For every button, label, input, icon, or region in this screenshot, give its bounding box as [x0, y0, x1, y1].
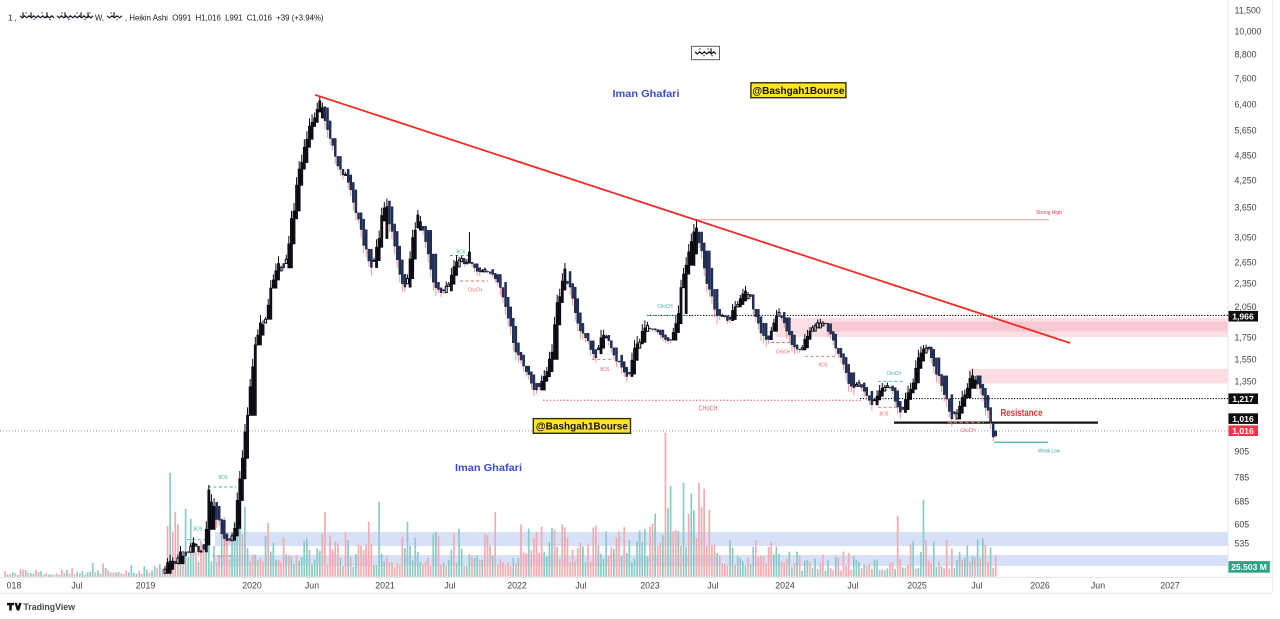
svg-text:25.503 M: 25.503 M: [1231, 562, 1267, 572]
svg-text:1,016: 1,016: [1232, 414, 1254, 424]
svg-text:605: 605: [1235, 519, 1250, 529]
svg-text:BOS: BOS: [601, 367, 611, 373]
svg-text:CHoCH: CHoCH: [699, 404, 718, 413]
svg-text:8,800: 8,800: [1235, 49, 1257, 59]
svg-text:7,600: 7,600: [1235, 73, 1257, 83]
svg-text:TradingView: TradingView: [23, 602, 75, 612]
svg-text:BOS: BOS: [194, 527, 204, 533]
svg-text:4,850: 4,850: [1235, 150, 1257, 160]
svg-text:Jun: Jun: [305, 581, 319, 591]
svg-text:1,966: 1,966: [1232, 311, 1254, 321]
svg-text:3,050: 3,050: [1235, 232, 1257, 242]
svg-text:ChoCH: ChoCH: [887, 371, 902, 377]
svg-text:2025: 2025: [907, 581, 927, 591]
svg-text:3,650: 3,650: [1235, 202, 1257, 212]
svg-text:Iman Ghafari: Iman Ghafari: [455, 462, 522, 474]
svg-text:6,400: 6,400: [1235, 99, 1257, 109]
svg-text:Jul: Jul: [575, 581, 586, 591]
svg-text:CHoCH: CHoCH: [776, 350, 790, 356]
svg-text:@Bashgah1Bourse: @Bashgah1Bourse: [752, 86, 844, 97]
svg-text:1 ,: 1 ,: [8, 14, 17, 23]
svg-text:Weak Low: Weak Low: [1038, 448, 1061, 454]
svg-text:2019: 2019: [136, 581, 156, 591]
svg-text:1,750: 1,750: [1235, 332, 1257, 342]
svg-text:BOS: BOS: [457, 250, 467, 256]
svg-text:Strong High: Strong High: [1036, 210, 1062, 216]
svg-text:Jul: Jul: [971, 581, 982, 591]
svg-text:2023: 2023: [640, 581, 660, 591]
svg-text:Jul: Jul: [444, 581, 455, 591]
svg-text:BOS: BOS: [219, 475, 229, 481]
svg-text:Jul: Jul: [707, 581, 718, 591]
svg-text:1,550: 1,550: [1235, 354, 1257, 364]
svg-text:, Heikin Ashi O991 H1,016 L: , Heikin Ashi O991 H1,016 L991 C1,016 +3…: [125, 14, 324, 23]
svg-text:Jul: Jul: [71, 581, 82, 591]
svg-text:2022: 2022: [507, 581, 527, 591]
svg-text:785: 785: [1235, 472, 1250, 482]
svg-text:1,016: 1,016: [1232, 426, 1254, 436]
svg-text:535: 535: [1235, 538, 1250, 548]
svg-text:Jul: Jul: [847, 581, 858, 591]
svg-text:ChoCH: ChoCH: [961, 428, 976, 434]
svg-text:BOS: BOS: [880, 412, 890, 418]
svg-text:018: 018: [7, 581, 22, 591]
svg-text:2026: 2026: [1030, 581, 1050, 591]
svg-text:1,217: 1,217: [1232, 394, 1254, 404]
svg-text:@Bashgah1Bourse: @Bashgah1Bourse: [536, 422, 628, 433]
svg-text:905: 905: [1235, 446, 1250, 456]
svg-text:ChoCH: ChoCH: [658, 304, 673, 310]
svg-text:BOS: BOS: [819, 363, 829, 369]
svg-text:2021: 2021: [375, 581, 395, 591]
svg-text:2020: 2020: [242, 581, 262, 591]
svg-text:Jun: Jun: [1091, 581, 1105, 591]
svg-text:11,500: 11,500: [1235, 5, 1261, 15]
svg-text:4,250: 4,250: [1235, 175, 1257, 185]
svg-text:2,350: 2,350: [1235, 278, 1257, 288]
svg-text:1,350: 1,350: [1235, 376, 1257, 386]
svg-text:Resistance: Resistance: [1001, 408, 1043, 419]
svg-text:2027: 2027: [1160, 581, 1180, 591]
svg-text:Iman Ghafari: Iman Ghafari: [613, 88, 680, 100]
svg-text:2,050: 2,050: [1235, 302, 1257, 312]
svg-text:10,000: 10,000: [1235, 26, 1262, 36]
svg-text:2,650: 2,650: [1235, 257, 1257, 267]
svg-text:685: 685: [1235, 496, 1250, 506]
svg-text:5,650: 5,650: [1235, 125, 1257, 135]
svg-text:2024: 2024: [775, 581, 795, 591]
svg-text:ChoCH: ChoCH: [468, 288, 482, 294]
svg-text:W,: W,: [95, 14, 104, 23]
